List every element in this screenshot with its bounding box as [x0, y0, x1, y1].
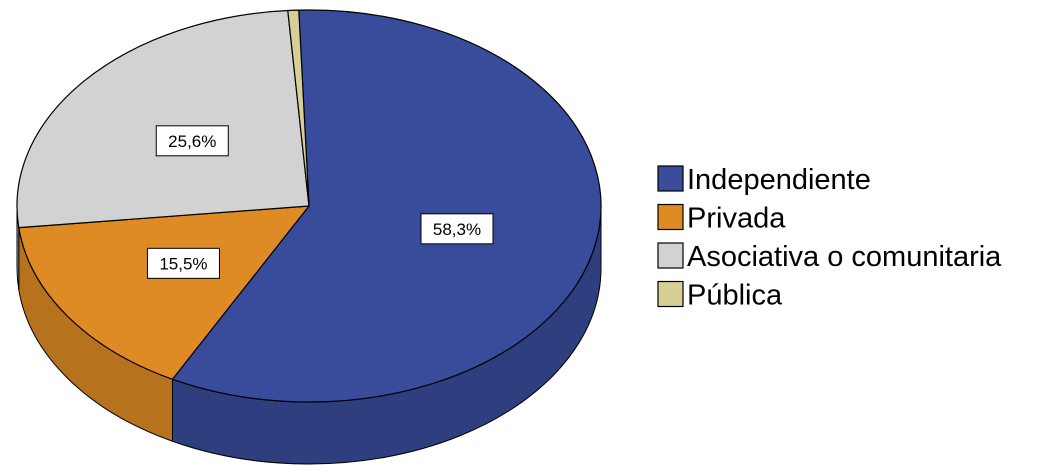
data-label-box: [146, 247, 220, 279]
pie-top-layer: [16, 9, 602, 403]
legend-swatch: [657, 165, 684, 192]
legend-swatch: [657, 280, 684, 308]
data-label-asociativa-o-comunitaria: 25,6%: [155, 125, 229, 157]
legend-swatch: [657, 203, 684, 231]
pie-label-layer: 58,3% 15,5% 25,6%: [146, 125, 494, 279]
legend-label: Pública: [687, 280, 783, 312]
data-label-text: 58,3%: [433, 220, 481, 239]
legend-label: Asociativa o comunitaria: [687, 241, 1002, 273]
pie-slice-asociativa-o-comunitaria: [16, 9, 310, 229]
legend-item-asociativa-o-comunitaria: Asociativa o comunitaria: [657, 241, 1002, 273]
legend: Independiente Privada Asociativa o comunit…: [657, 164, 1002, 312]
legend-label: Independiente: [687, 164, 871, 196]
data-label-privada: 15,5%: [146, 247, 220, 279]
data-label-box: [420, 213, 494, 245]
pie-slice-privada: [18, 205, 310, 380]
data-label-independiente: 58,3%: [420, 213, 494, 245]
legend-label: Privada: [687, 203, 786, 235]
legend-item-publica: Pública: [657, 280, 783, 312]
data-label-box: [155, 125, 229, 157]
data-label-text: 25,6%: [168, 132, 216, 151]
legend-item-independiente: Independiente: [657, 164, 871, 196]
legend-swatch: [657, 242, 684, 269]
pie-slice-publica: [287, 9, 310, 207]
data-label-text: 15,5%: [159, 254, 207, 273]
legend-item-privada: Privada: [657, 203, 786, 235]
pie-slice-independiente: [171, 9, 602, 403]
